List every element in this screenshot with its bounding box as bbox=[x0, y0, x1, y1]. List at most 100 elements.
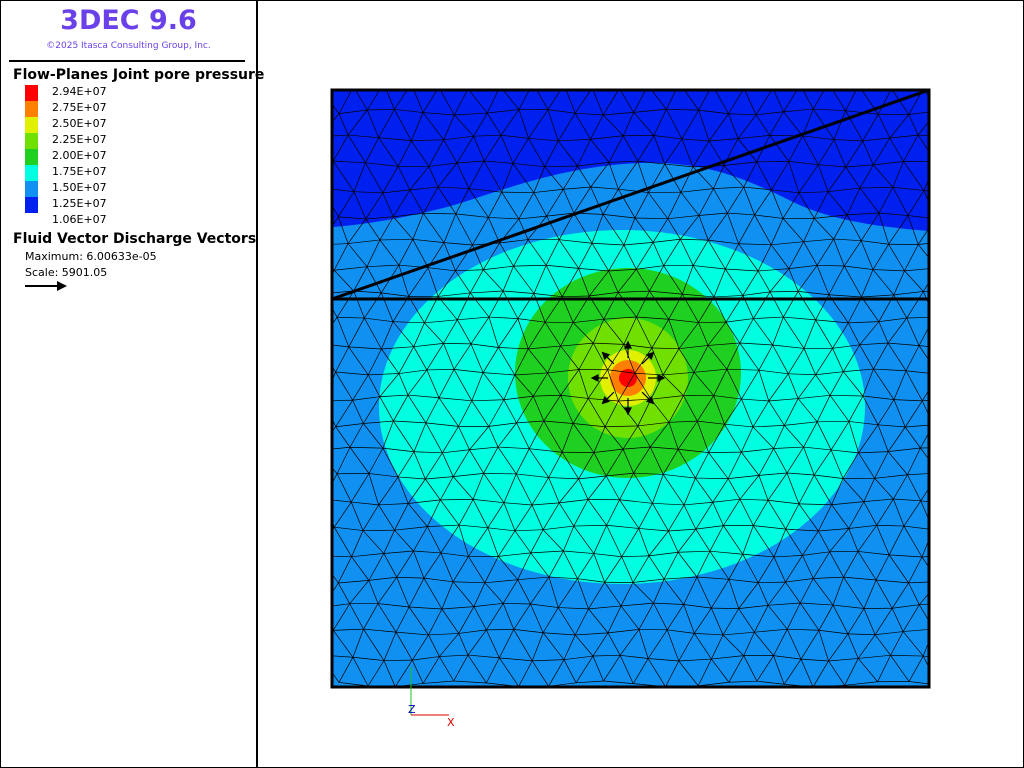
mesh-edge bbox=[593, 342, 624, 345]
mesh-edge bbox=[533, 188, 564, 193]
mesh-edge bbox=[634, 192, 649, 219]
mesh-edge bbox=[817, 264, 845, 267]
mesh-edge bbox=[677, 449, 696, 479]
mesh-edge bbox=[502, 266, 514, 292]
mesh-edge bbox=[772, 344, 805, 349]
mesh-edge bbox=[874, 474, 908, 479]
mesh-edge bbox=[394, 109, 412, 141]
mesh-edge bbox=[1008, 270, 1023, 297]
mesh-edge bbox=[859, 164, 874, 189]
mesh-edge bbox=[737, 114, 757, 139]
mesh-edge bbox=[573, 525, 595, 554]
mesh-edge bbox=[427, 526, 442, 554]
mesh-edge bbox=[332, 466, 338, 474]
mesh-edge bbox=[469, 446, 499, 451]
mesh-edge bbox=[335, 423, 364, 428]
mesh-edge bbox=[844, 681, 878, 686]
mesh-edge bbox=[503, 399, 517, 424]
mesh-edge bbox=[383, 550, 414, 554]
mesh-edge bbox=[786, 472, 800, 504]
mesh-edge bbox=[517, 318, 529, 350]
mesh-edge bbox=[649, 265, 664, 292]
mesh-edge bbox=[607, 605, 622, 634]
mesh-edge bbox=[863, 579, 877, 609]
mesh-edge bbox=[393, 189, 411, 217]
mesh-edge bbox=[333, 270, 354, 292]
mesh-edge bbox=[530, 529, 544, 554]
mesh-edge bbox=[394, 529, 414, 552]
mesh-edge bbox=[904, 426, 921, 449]
mesh-edge bbox=[1009, 658, 1023, 682]
mesh-edge bbox=[353, 162, 366, 192]
mesh-edge bbox=[518, 660, 533, 687]
mesh-edge bbox=[965, 685, 993, 687]
mesh-edge bbox=[844, 658, 859, 686]
mesh-edge bbox=[607, 369, 635, 374]
mesh-edge bbox=[470, 316, 490, 345]
mesh-edge bbox=[782, 192, 800, 219]
contours bbox=[332, 83, 1023, 687]
mesh-edge bbox=[936, 136, 949, 161]
mesh-edge bbox=[349, 447, 370, 474]
mesh-edge bbox=[918, 134, 929, 136]
mesh-edge bbox=[711, 655, 744, 660]
mesh-edge bbox=[904, 244, 919, 272]
mesh-edge bbox=[533, 265, 547, 294]
mesh-edge bbox=[488, 399, 505, 427]
mesh-edge bbox=[893, 498, 921, 502]
mesh-edge bbox=[954, 531, 965, 555]
legend-panel: 3DEC 9.6 ©2025 Itasca Consulting Group, … bbox=[1, 1, 264, 767]
mesh-edge bbox=[377, 577, 398, 604]
mesh-edge bbox=[978, 295, 994, 323]
mesh-edge bbox=[441, 608, 460, 634]
mesh-edge bbox=[680, 166, 694, 193]
mesh-edge bbox=[668, 528, 696, 532]
mesh-edge bbox=[467, 654, 500, 659]
mesh-edge bbox=[443, 135, 474, 141]
mesh-edge bbox=[954, 84, 965, 109]
mesh-edge bbox=[725, 268, 744, 296]
mesh-edge bbox=[607, 629, 640, 634]
mesh-edge bbox=[712, 502, 724, 526]
mesh-edge bbox=[394, 90, 408, 110]
mesh-edge bbox=[663, 239, 681, 266]
mesh-edge bbox=[514, 504, 533, 532]
mesh-edge bbox=[662, 449, 679, 475]
mesh-edge bbox=[963, 295, 978, 320]
mesh-edge bbox=[332, 555, 352, 558]
mesh-edge bbox=[786, 472, 815, 476]
mesh-edge bbox=[815, 319, 849, 324]
mesh-edge bbox=[803, 446, 815, 476]
mesh-edge bbox=[917, 120, 929, 136]
mesh-edge bbox=[468, 160, 485, 189]
mesh-edge bbox=[771, 241, 804, 246]
mesh-edge bbox=[708, 239, 739, 245]
mesh-edge bbox=[664, 163, 694, 168]
mesh-edge bbox=[695, 528, 711, 552]
mesh-edge bbox=[648, 555, 665, 580]
mesh-edge bbox=[383, 631, 397, 661]
mesh-edge bbox=[757, 244, 772, 272]
mesh-edge bbox=[498, 347, 516, 376]
mesh-edge bbox=[649, 290, 683, 295]
mesh-edge bbox=[443, 114, 455, 140]
joint bbox=[331, 88, 930, 301]
mesh-edge bbox=[754, 189, 772, 216]
mesh-edge bbox=[437, 186, 457, 215]
mesh-edge bbox=[803, 421, 818, 448]
mesh-edge bbox=[663, 474, 696, 479]
mesh-edge bbox=[382, 189, 410, 194]
mesh-edge bbox=[918, 325, 929, 346]
mesh-edge bbox=[393, 420, 426, 424]
mesh-edge bbox=[848, 421, 879, 426]
mesh-edge bbox=[604, 556, 623, 583]
mesh-edge bbox=[536, 90, 549, 110]
mesh-edge bbox=[381, 292, 409, 297]
mesh-edge bbox=[440, 476, 454, 501]
mesh-edge bbox=[335, 346, 350, 373]
mesh-edge bbox=[1011, 478, 1023, 501]
mesh-edge bbox=[727, 212, 739, 244]
mesh-edge bbox=[964, 83, 981, 109]
mesh-edge bbox=[408, 499, 441, 504]
mesh-edge bbox=[726, 368, 759, 371]
